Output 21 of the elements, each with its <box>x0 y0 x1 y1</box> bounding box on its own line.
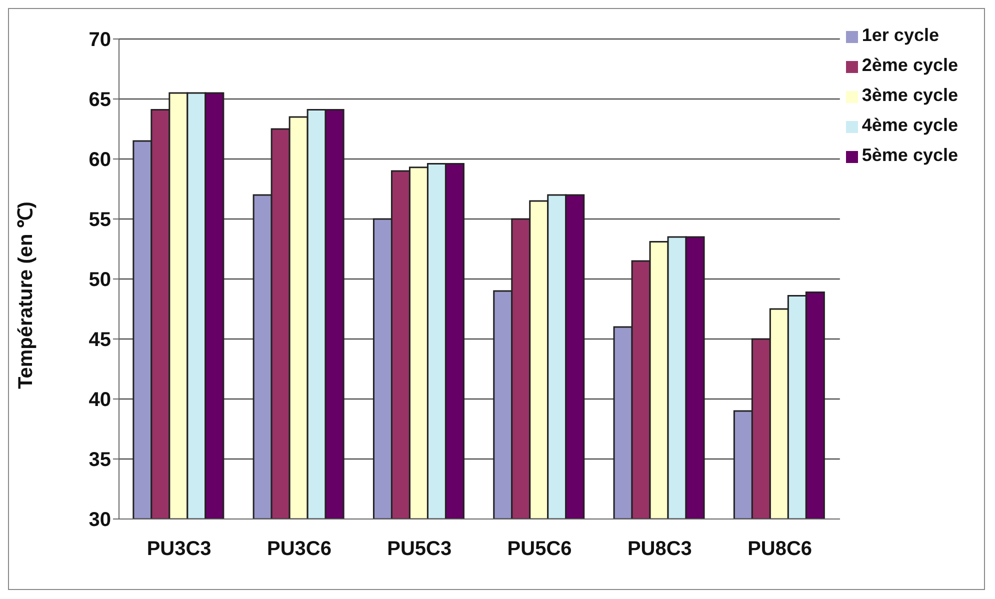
y-tick-label: 70 <box>88 29 111 52</box>
y-tick-label: 65 <box>88 89 111 112</box>
x-tick-label: PU8C6 <box>748 538 812 560</box>
y-tick-label: 35 <box>88 449 111 472</box>
legend-label: 4ème cycle <box>862 115 958 135</box>
legend-label: 2ème cycle <box>862 55 958 75</box>
y-tick-label: 50 <box>88 269 111 292</box>
x-tick-label: PU3C6 <box>266 538 332 560</box>
x-tick-label: PU8C3 <box>627 538 692 560</box>
x-tick-label: PU5C3 <box>387 538 452 560</box>
y-tick-label: 30 <box>88 509 111 532</box>
legend-label: 1er cycle <box>862 25 939 45</box>
legend-label: 3ème cycle <box>862 85 958 105</box>
y-tick-label: 40 <box>88 389 111 412</box>
x-tick-label: PU5C6 <box>507 538 572 560</box>
y-tick-label: 45 <box>88 329 111 352</box>
y-tick-label: 60 <box>88 149 111 172</box>
legend-label: 5ème cycle <box>862 145 958 165</box>
y-axis-title: Température (en ℃) <box>15 202 38 389</box>
y-tick-label: 55 <box>88 209 111 232</box>
x-tick-label: PU3C3 <box>146 538 212 560</box>
